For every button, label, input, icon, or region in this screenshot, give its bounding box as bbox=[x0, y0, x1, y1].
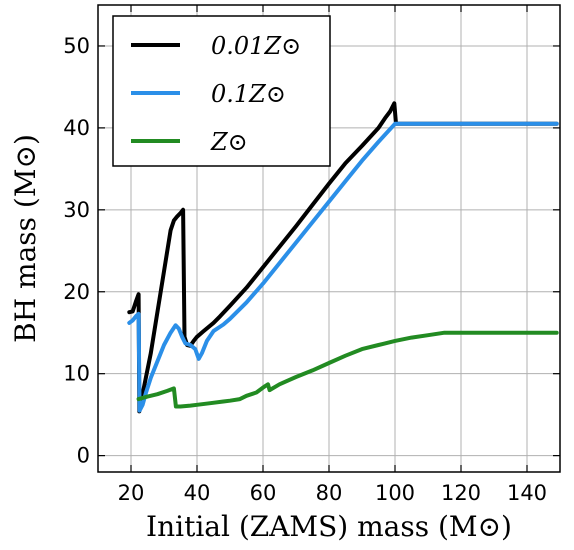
series-lines bbox=[127, 101, 559, 414]
y-tick-label: 10 bbox=[63, 362, 90, 386]
y-tick-label: 40 bbox=[63, 116, 90, 140]
y-axis-label: BH mass (M⊙) bbox=[9, 134, 42, 343]
legend-label: 0.01Z⊙ bbox=[211, 32, 301, 60]
x-tick-label: 40 bbox=[184, 481, 211, 505]
y-tick-label: 0 bbox=[77, 444, 90, 468]
legend: 0.01Z⊙ 0.1Z⊙ Z⊙ bbox=[112, 15, 331, 167]
x-tick-label: 100 bbox=[375, 481, 415, 505]
y-tick-label: 50 bbox=[63, 34, 90, 58]
x-axis-label: Initial (ZAMS) mass (M⊙) bbox=[146, 510, 512, 543]
x-tick-label: 140 bbox=[507, 481, 547, 505]
series-line bbox=[127, 121, 559, 413]
x-tick-label: 60 bbox=[250, 481, 277, 505]
axis-ticks: 20 40 60 80 100 120 140 0 10 20 30 40 50 bbox=[63, 5, 560, 505]
legend-label: Z⊙ bbox=[210, 128, 248, 156]
y-tick-label: 30 bbox=[63, 198, 90, 222]
y-tick-label: 20 bbox=[63, 280, 90, 304]
series-line bbox=[136, 330, 559, 409]
x-tick-label: 120 bbox=[441, 481, 481, 505]
x-tick-label: 80 bbox=[316, 481, 343, 505]
x-tick-label: 20 bbox=[118, 481, 145, 505]
legend-label: 0.1Z⊙ bbox=[211, 80, 286, 108]
series-line bbox=[127, 101, 559, 414]
